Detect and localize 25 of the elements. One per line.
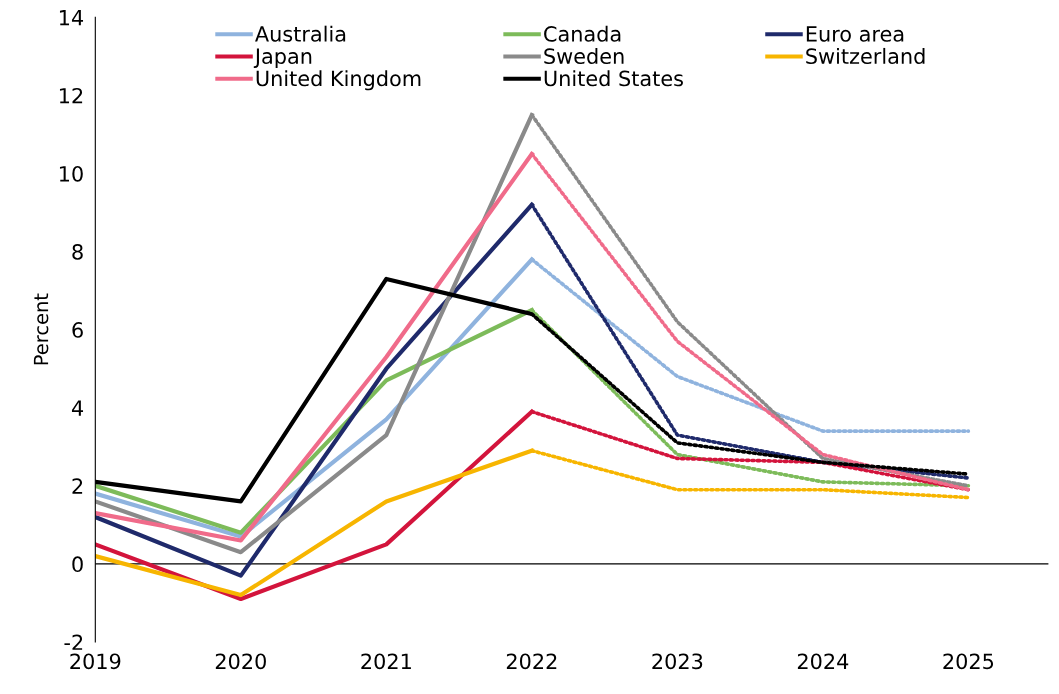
legend-label: Canada — [544, 25, 621, 42]
legend-label: Euro area — [806, 26, 904, 42]
x-tick-label: 2023 — [652, 653, 703, 670]
legend-label: Switzerland — [806, 47, 925, 65]
x-tick-label: 2021 — [361, 653, 411, 670]
legend-label: Sweden — [544, 47, 624, 65]
y-tick-label: 8 — [72, 244, 83, 260]
legend-label: United States — [544, 70, 683, 87]
legend-label: Australia — [255, 25, 346, 42]
y-tick-label: -2 — [64, 634, 83, 650]
x-tick-label: 2022 — [506, 653, 557, 670]
y-tick-label: 0 — [72, 556, 83, 573]
y-axis-title: Percent — [33, 293, 49, 365]
y-tick-label: 6 — [72, 322, 83, 338]
legend-label: United Kingdom — [256, 70, 421, 91]
x-tick-label: 2020 — [215, 653, 266, 670]
x-tick-label: 2024 — [797, 653, 849, 670]
x-tick-label: 2019 — [70, 653, 121, 670]
legend-label: Japan — [253, 48, 312, 69]
y-tick-label: 2 — [72, 478, 83, 494]
y-tick-label: 10 — [59, 165, 83, 182]
y-tick-label: 4 — [71, 400, 84, 416]
y-tick-label: 14 — [59, 10, 84, 26]
y-tick-label: 12 — [59, 87, 83, 104]
x-tick-label: 2025 — [943, 653, 994, 670]
